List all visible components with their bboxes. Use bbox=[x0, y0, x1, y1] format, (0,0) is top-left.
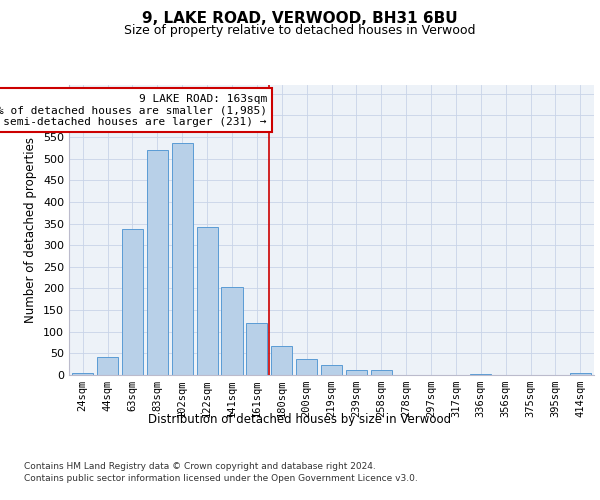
Bar bbox=[72, 373, 93, 375]
Text: 9 LAKE ROAD: 163sqm
← 89% of detached houses are smaller (1,985)
10% of semi-det: 9 LAKE ROAD: 163sqm ← 89% of detached ho… bbox=[0, 94, 267, 127]
Text: 9, LAKE ROAD, VERWOOD, BH31 6BU: 9, LAKE ROAD, VERWOOD, BH31 6BU bbox=[142, 11, 458, 26]
Bar bbox=[97, 357, 118, 375]
Bar bbox=[197, 227, 218, 375]
Bar bbox=[221, 287, 242, 375]
Text: Size of property relative to detached houses in Verwood: Size of property relative to detached ho… bbox=[124, 24, 476, 37]
Bar bbox=[321, 366, 342, 375]
Bar bbox=[271, 346, 292, 375]
Bar bbox=[147, 150, 168, 375]
Bar bbox=[172, 142, 193, 375]
Text: Contains HM Land Registry data © Crown copyright and database right 2024.: Contains HM Land Registry data © Crown c… bbox=[24, 462, 376, 471]
Bar bbox=[296, 358, 317, 375]
Bar bbox=[470, 374, 491, 375]
Bar bbox=[346, 370, 367, 375]
Bar bbox=[570, 373, 591, 375]
Text: Distribution of detached houses by size in Verwood: Distribution of detached houses by size … bbox=[148, 412, 452, 426]
Bar bbox=[246, 324, 268, 375]
Text: Contains public sector information licensed under the Open Government Licence v3: Contains public sector information licen… bbox=[24, 474, 418, 483]
Bar bbox=[371, 370, 392, 375]
Y-axis label: Number of detached properties: Number of detached properties bbox=[25, 137, 37, 323]
Bar bbox=[122, 228, 143, 375]
